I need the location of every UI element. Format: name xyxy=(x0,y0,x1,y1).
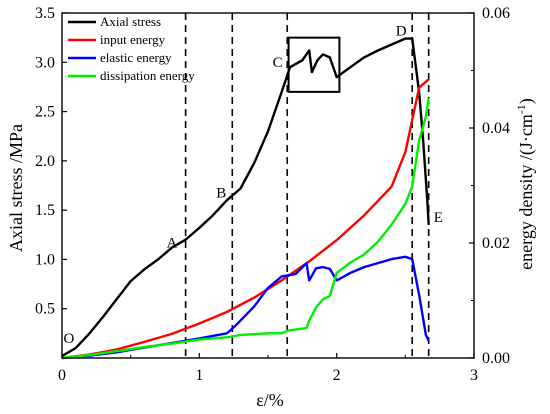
y2-axis-title-sup: -1 xyxy=(514,104,528,114)
point-label-A: A xyxy=(166,236,177,252)
point-label-E: E xyxy=(434,210,443,226)
y2-axis-title-end: ) xyxy=(516,98,537,104)
series-group xyxy=(61,37,430,360)
point-label-O: O xyxy=(63,331,74,347)
legend-label: elastic energy xyxy=(100,50,172,65)
legend: Axial stress input energy elastic energy di… xyxy=(68,14,195,83)
y2-tick-label: 0.04 xyxy=(482,120,510,137)
y-axis-title: Axial stress /MPa xyxy=(6,124,26,252)
x-tick-label: 0 xyxy=(58,367,66,384)
x-tick-label: 1 xyxy=(195,367,203,384)
y-tick-label: 0.5 xyxy=(35,301,55,318)
y-tick-label: 2.0 xyxy=(35,153,55,170)
y-tick-label: 3.5 xyxy=(35,5,55,22)
series-line-dissipation-energy xyxy=(61,97,430,360)
y2-axis-title: energy density /(J·cm-1) xyxy=(514,98,537,270)
point-labels: O A B C D E xyxy=(63,24,442,348)
x-tick-label: 3 xyxy=(470,367,478,384)
y2-tick-label: 0.06 xyxy=(482,5,510,22)
y-tick-label: 1.5 xyxy=(35,202,55,219)
y-tick-label: 1.0 xyxy=(35,251,55,268)
y2-axis-title-main: energy density /(J·cm xyxy=(516,114,537,270)
y-tick-label: 3.0 xyxy=(35,54,55,71)
y-tick-label: 2.5 xyxy=(35,104,55,121)
x-tick-label: 2 xyxy=(333,367,341,384)
point-label-C: C xyxy=(273,55,283,71)
legend-label: dissipation energy xyxy=(100,68,195,83)
tick-labels: 0 1 2 3 0.5 1.0 1.5 2.0 2.5 3.0 3.5 0.00 0.02 0.04 0.0… xyxy=(35,5,510,384)
inset-box xyxy=(287,36,341,93)
series-line-elastic-energy xyxy=(61,255,430,360)
y2-tick-label: 0.02 xyxy=(482,235,510,252)
axes xyxy=(61,12,475,359)
x-axis-title: ε/% xyxy=(256,390,284,410)
legend-label: input energy xyxy=(100,32,166,47)
series-line-Axial-stress xyxy=(61,37,430,358)
point-label-D: D xyxy=(396,24,407,40)
y2-tick-label: 0.00 xyxy=(482,350,510,367)
legend-label: Axial stress xyxy=(100,14,161,29)
point-label-B: B xyxy=(216,185,226,201)
